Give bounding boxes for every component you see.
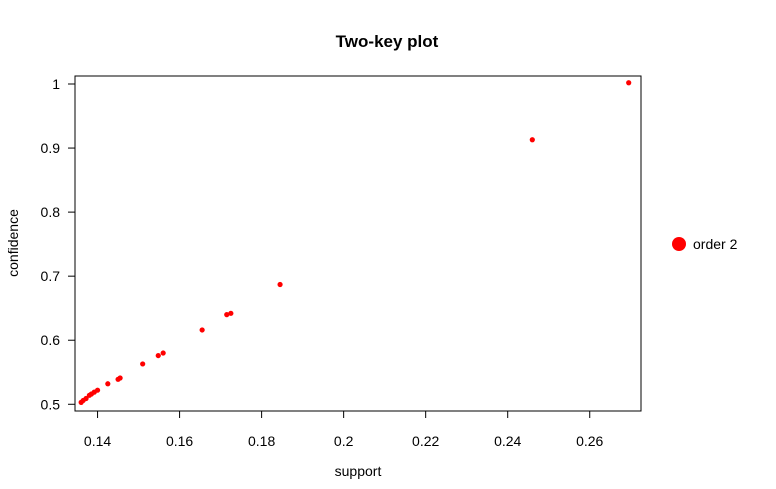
data-point	[83, 395, 89, 402]
y-tick-label: 0.6	[41, 332, 61, 348]
chart-title: Two-key plot	[336, 32, 439, 51]
x-tick-label: 0.24	[494, 433, 521, 449]
x-axis-label: support	[335, 463, 382, 479]
legend-label-order-2: order 2	[693, 236, 738, 252]
data-point	[160, 350, 166, 356]
x-tick-label: 0.2	[334, 433, 354, 449]
data-point	[277, 281, 283, 288]
x-tick-label: 0.14	[84, 433, 111, 449]
data-point	[224, 311, 230, 318]
x-axis: 0.14 0.16 0.18 0.2 0.22 0.24 0.26	[84, 410, 604, 449]
legend: order 2	[672, 236, 738, 252]
y-axis: 0.5 0.6 0.7 0.8 0.9 1	[41, 76, 76, 412]
data-point	[529, 137, 535, 143]
data-point	[228, 310, 234, 316]
data-points	[78, 80, 632, 405]
y-tick-label: 0.9	[41, 140, 61, 156]
data-point	[117, 375, 123, 381]
y-tick-label: 0.5	[41, 396, 61, 412]
x-tick-label: 0.22	[412, 433, 439, 449]
y-axis-label: confidence	[5, 209, 21, 277]
data-point	[94, 387, 101, 393]
data-point	[199, 327, 205, 333]
data-point	[626, 80, 632, 86]
data-point	[105, 381, 111, 387]
legend-marker-order-2	[672, 237, 686, 251]
data-point	[155, 352, 161, 359]
x-tick-label: 0.18	[248, 433, 275, 449]
y-tick-label: 1	[52, 76, 60, 92]
y-tick-label: 0.8	[41, 204, 61, 220]
data-point	[140, 361, 146, 367]
x-tick-label: 0.26	[576, 433, 603, 449]
y-tick-label: 0.7	[41, 268, 61, 284]
x-tick-label: 0.16	[166, 433, 193, 449]
plot-area-frame	[74, 75, 642, 412]
